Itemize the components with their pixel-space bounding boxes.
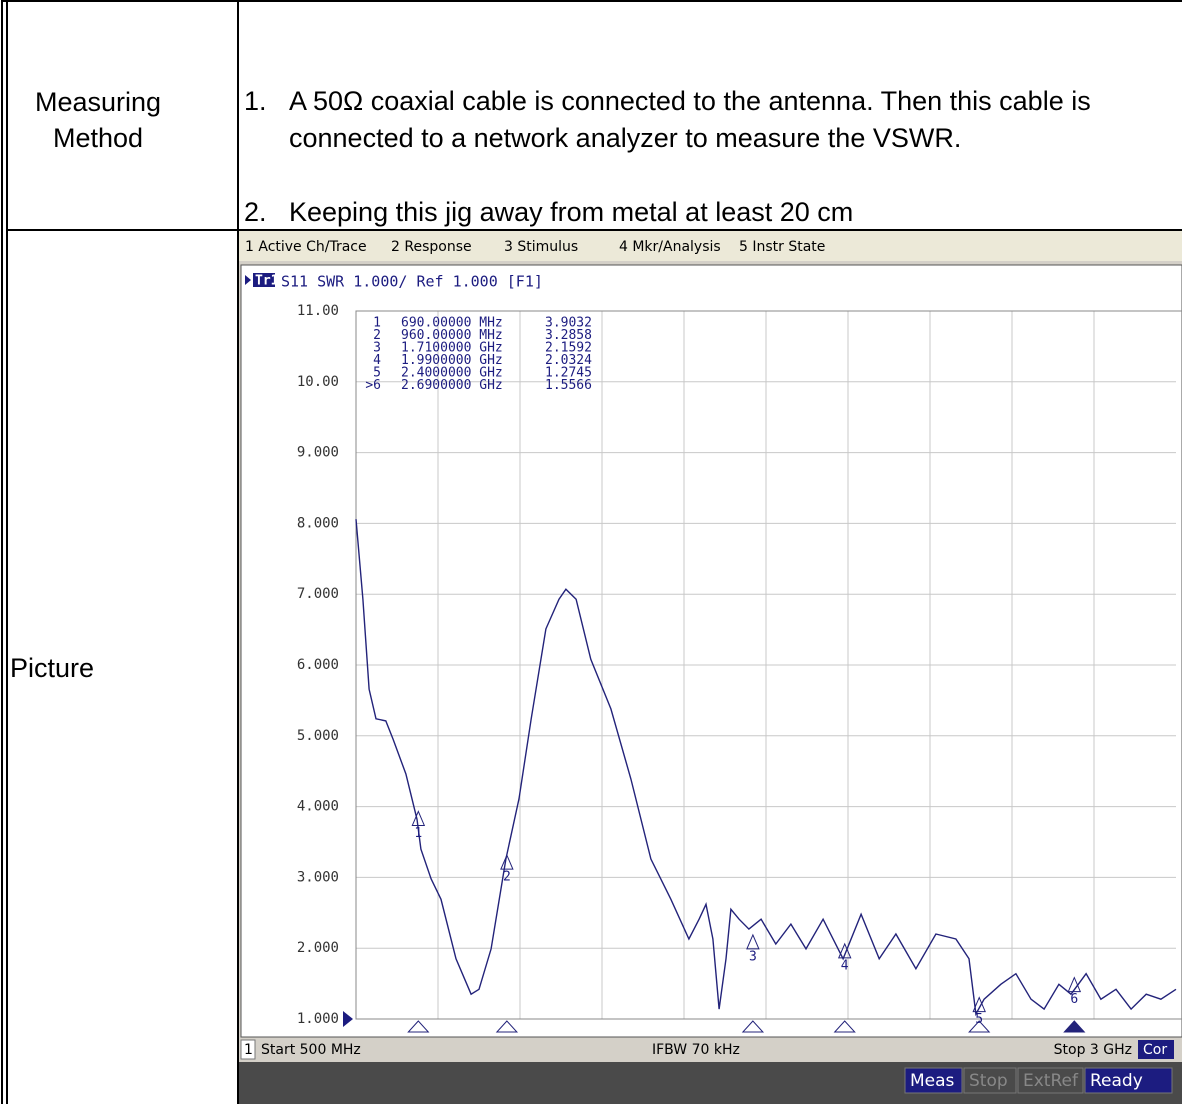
marker-id: 5 bbox=[373, 366, 381, 381]
panel bbox=[240, 264, 1182, 1038]
plot-frame bbox=[355, 310, 1182, 1020]
status-box bbox=[1084, 1067, 1173, 1094]
y-tick-label: 2.000 bbox=[297, 940, 339, 956]
marker-pos bbox=[495, 1020, 519, 1033]
marker-label: 1 bbox=[414, 826, 422, 841]
y-tick-label: 6.000 bbox=[297, 657, 339, 673]
marker-pos bbox=[407, 1020, 430, 1033]
label-line: Method bbox=[52, 123, 144, 153]
marker-label: 5 bbox=[975, 1012, 983, 1027]
y-tick-label: 8.000 bbox=[297, 515, 339, 531]
marker-value: 1.5566 bbox=[545, 378, 592, 393]
menu-item: 3 Stimulus bbox=[504, 239, 578, 255]
step-text: Keeping this jig away from metal at leas… bbox=[289, 197, 854, 227]
menu-item: 5 Instr State bbox=[739, 239, 825, 255]
status-box bbox=[1017, 1067, 1084, 1094]
footer-channel: 1 bbox=[244, 1042, 253, 1058]
marker-freq: 960.00000 MHz bbox=[401, 328, 503, 343]
marker-label: 2 bbox=[503, 870, 511, 885]
marker bbox=[837, 942, 852, 959]
marker-label: 4 bbox=[841, 958, 849, 973]
row-label: Measuring Method bbox=[8, 84, 188, 156]
marker-id: 1 bbox=[373, 316, 381, 331]
marker-freq: 1.9900000 GHz bbox=[401, 353, 503, 368]
marker-pos bbox=[1063, 1020, 1086, 1033]
status-item: ExtRef bbox=[1023, 1071, 1079, 1091]
marker bbox=[411, 810, 426, 826]
marker-pos bbox=[833, 1020, 856, 1033]
plot: 11.00 10.00 9.000 8.000 7.000 6.000 5.000 4.000… bbox=[297, 303, 1182, 1033]
trace bbox=[355, 519, 1177, 1017]
marker-id: 4 bbox=[373, 353, 381, 368]
marker bbox=[746, 933, 760, 950]
marker-freq: 690.00000 MHz bbox=[401, 316, 503, 331]
y-tick-label: 7.000 bbox=[297, 586, 339, 602]
marker-value: 3.9032 bbox=[545, 316, 592, 331]
y-tick-label: 5.000 bbox=[297, 728, 339, 744]
analyzer-screenshot: 1 Active Ch/Trace 2 Response 3 Stimulus 4 M… bbox=[239, 231, 1182, 1104]
y-tick-label: 9.000 bbox=[297, 445, 339, 461]
marker-value: 2.1592 bbox=[545, 341, 592, 356]
status-item: Stop bbox=[969, 1071, 1008, 1091]
marker bbox=[500, 853, 514, 870]
step-text: A 50Ω coaxial cable is connected to the … bbox=[289, 86, 1091, 153]
border bbox=[1, 0, 1182, 2]
menu-item: 1 Active Ch/Trace bbox=[245, 239, 367, 255]
status-box bbox=[904, 1067, 963, 1094]
channel-box bbox=[240, 1039, 256, 1060]
label-line: Measuring bbox=[34, 87, 162, 117]
marker bbox=[972, 996, 986, 1013]
marker-id: 2 bbox=[373, 328, 381, 343]
footer-ifbw: IFBW 70 kHz bbox=[652, 1042, 740, 1058]
row-label: Picture bbox=[10, 653, 95, 683]
footer-stop: Stop 3 GHz bbox=[1054, 1042, 1132, 1058]
marker-label: 6 bbox=[1070, 992, 1078, 1007]
marker-value: 2.0324 bbox=[545, 353, 592, 368]
y-tick-label: 3.000 bbox=[297, 869, 339, 885]
ref-arrow bbox=[343, 1011, 353, 1027]
trace-box bbox=[253, 273, 275, 287]
status-item: Meas bbox=[910, 1071, 955, 1091]
menu-bar bbox=[239, 231, 1182, 261]
trace-name: Tr1 bbox=[255, 274, 279, 289]
border bbox=[237, 0, 239, 1104]
status-box bbox=[963, 1067, 1017, 1094]
marker-id: >6 bbox=[365, 378, 381, 393]
y-tick-label: 11.00 bbox=[297, 303, 339, 319]
marker-value: 3.2858 bbox=[545, 328, 592, 343]
marker-freq: 1.7100000 GHz bbox=[401, 341, 503, 356]
marker-freq: 2.4000000 GHz bbox=[401, 366, 503, 381]
y-tick-label: 4.000 bbox=[297, 799, 339, 815]
marker bbox=[1067, 976, 1082, 993]
marker-id: 3 bbox=[373, 341, 381, 356]
marker-pos bbox=[741, 1020, 765, 1033]
border bbox=[6, 229, 1182, 231]
border bbox=[6, 0, 8, 1104]
border bbox=[1, 0, 3, 1104]
menu-item: 2 Response bbox=[391, 239, 472, 255]
marker-freq: 2.6900000 GHz bbox=[401, 378, 503, 393]
footer-bar bbox=[239, 1039, 1182, 1061]
active-arrow bbox=[245, 275, 251, 285]
marker-label: 3 bbox=[749, 949, 757, 964]
footer-start: Start 500 MHz bbox=[261, 1042, 361, 1058]
marker-pos bbox=[968, 1020, 991, 1033]
trace-header: S11 SWR 1.000/ Ref 1.000 [F1] bbox=[281, 273, 543, 291]
cor-box bbox=[1138, 1040, 1174, 1059]
step-num: 2. bbox=[244, 197, 267, 227]
marker-value: 1.2745 bbox=[545, 366, 592, 381]
footer-cor: Cor bbox=[1143, 1042, 1167, 1058]
step-num: 1. bbox=[244, 86, 267, 116]
y-tick-label: 10.00 bbox=[297, 374, 339, 390]
y-tick-label: 1.000 bbox=[297, 1011, 339, 1027]
status-item: Ready bbox=[1090, 1071, 1143, 1091]
menu-item: 4 Mkr/Analysis bbox=[619, 239, 721, 255]
